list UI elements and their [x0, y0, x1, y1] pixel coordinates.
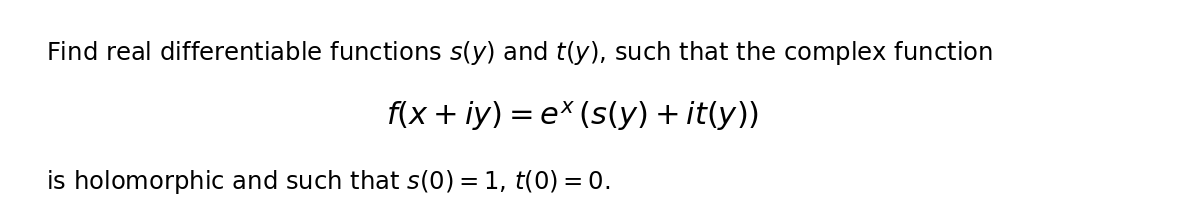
Text: Find real differentiable functions $s(y)$ and $t(y)$, such that the complex func: Find real differentiable functions $s(y)…	[46, 39, 992, 67]
Text: $f(x + iy) = e^{x}\,(s(y) + it(y))$: $f(x + iy) = e^{x}\,(s(y) + it(y))$	[386, 99, 760, 133]
Text: is holomorphic and such that $s(0) = 1$, $t(0) = 0$.: is holomorphic and such that $s(0) = 1$,…	[46, 168, 610, 196]
